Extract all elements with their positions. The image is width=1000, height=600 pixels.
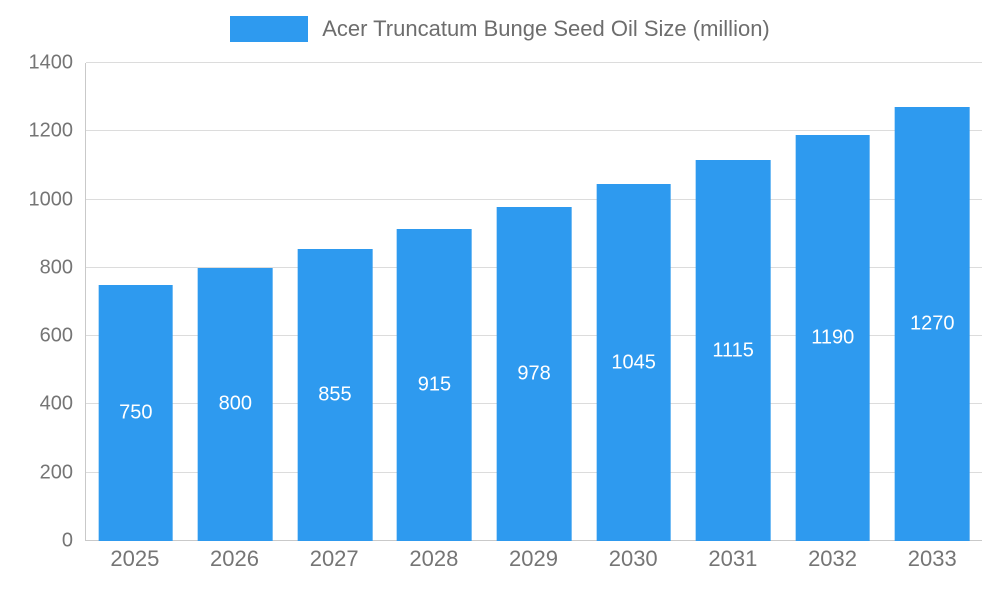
gridline [86,198,982,200]
bar-value-label-2029: 978 [517,362,551,385]
x-axis-labels: 2025 2026 2027 2028 2029 2030 2031 2032 2033 [85,546,982,572]
bar-2030: 1045 [596,184,671,541]
bar-value-label-2028: 915 [417,373,452,396]
bar-2029: 978 [496,207,572,541]
bar-value-label-2033: 1270 [910,312,955,335]
bar-2028: 915 [397,228,472,541]
bar-value-label-2032: 1190 [811,326,855,349]
chart-title: Acer Truncatum Bunge Seed Oil Size (mill… [322,16,770,41]
y-tick-label: 0 [61,529,73,552]
bar-slot-2031: 1115 [683,63,783,541]
bar-2032: 1190 [795,134,871,541]
x-tick-label-2029: 2029 [509,546,558,571]
bar-2025: 750 [98,284,174,541]
bar-slot-2028: 915 [385,63,485,541]
y-tick-label: 1000 [28,188,74,211]
bar-value-label-2027: 855 [318,383,352,406]
y-tick-label: 400 [39,392,73,415]
bar-2027: 855 [297,249,373,541]
bar-slot-2032: 1190 [783,63,883,541]
x-tick-label-2025: 2025 [110,546,160,571]
bars-layer: 750 800 855 915 978 1045 1115 1190 1270 [86,63,982,541]
y-tick-label: 1400 [28,51,74,74]
bar-slot-2025: 750 [86,63,186,541]
bar-slot-2030: 1045 [584,63,684,541]
gridline [86,130,982,132]
x-tick-label-2027: 2027 [309,546,359,571]
bar-slot-2027: 855 [285,63,385,541]
x-tick-label-2026: 2026 [210,546,259,571]
x-tick-label-2033: 2033 [907,546,957,571]
bar-value-label-2030: 1045 [611,351,656,374]
bar-2026: 800 [198,267,273,541]
x-tick-label-2028: 2028 [409,546,459,571]
y-tick-label: 200 [39,461,73,484]
x-tick-label-2032: 2032 [808,546,858,571]
x-tick-label-2030: 2030 [608,546,658,571]
legend-swatch [230,16,309,42]
bar-2031: 1115 [695,160,771,541]
y-tick-label: 600 [39,324,73,347]
gridline [86,62,982,63]
bar-slot-2029: 978 [484,63,584,541]
bar-value-label-2025: 750 [119,401,153,424]
bar-slot-2033: 1270 [883,63,983,541]
y-tick-label: 800 [39,256,73,279]
x-tick-label-2031: 2031 [708,546,758,571]
plot-area: 750 800 855 915 978 1045 1115 1190 1270 [85,62,982,541]
y-tick-label: 1200 [28,119,74,142]
legend: Acer Truncatum Bunge Seed Oil Size (mill… [0,16,1000,42]
bar-2033: 1270 [894,107,970,541]
bar-value-label-2031: 1115 [712,339,754,362]
bar-slot-2026: 800 [186,63,286,541]
bar-value-label-2026: 800 [218,392,253,415]
